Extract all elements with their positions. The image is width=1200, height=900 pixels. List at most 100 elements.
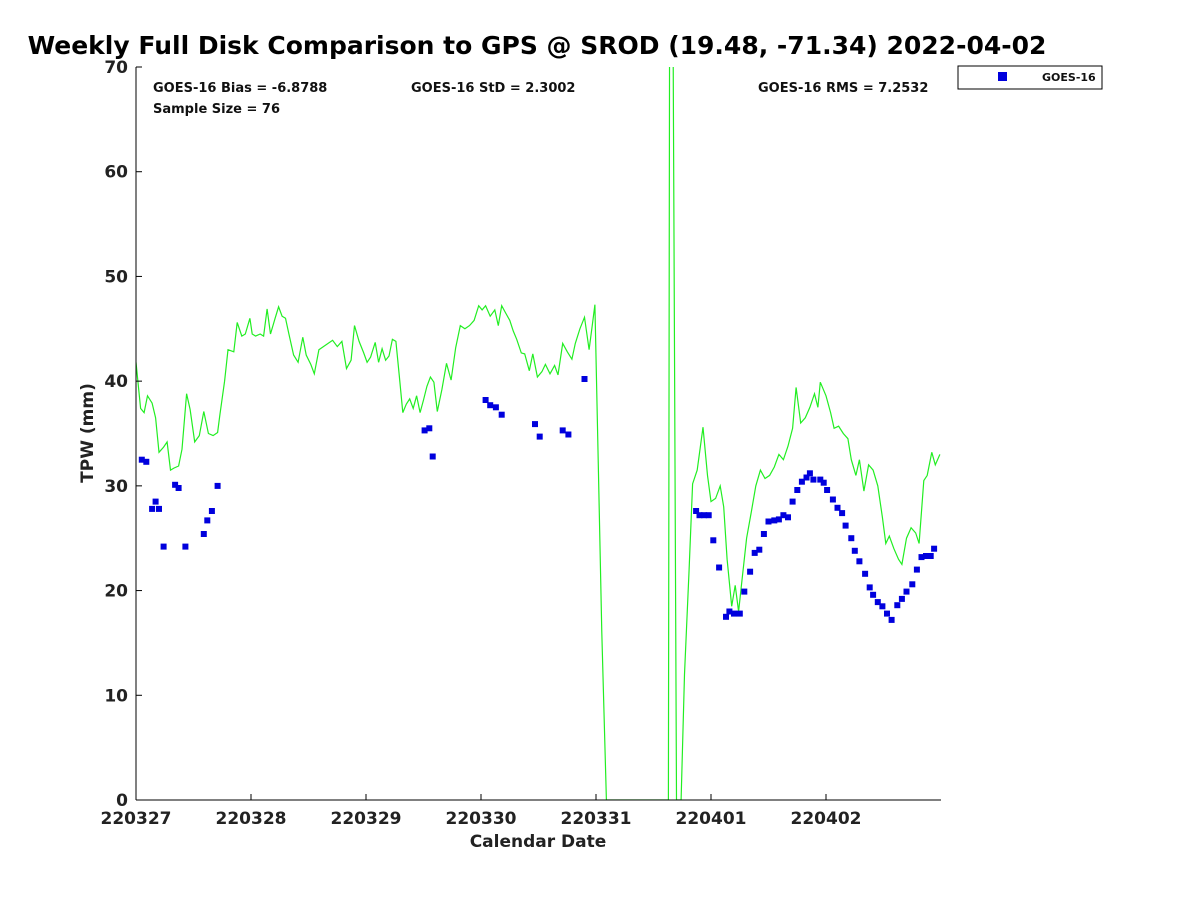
goes-16-point bbox=[487, 402, 494, 409]
goes-16-point bbox=[726, 608, 733, 615]
goes-16-point bbox=[879, 603, 886, 610]
goes-16-point bbox=[898, 595, 905, 602]
x-tick-label: 220402 bbox=[791, 809, 862, 829]
legend-label: GOES-16 bbox=[1042, 71, 1096, 84]
goes-16-point bbox=[482, 397, 489, 403]
goes-16-point bbox=[182, 543, 189, 550]
x-tick-label: 220327 bbox=[101, 809, 172, 829]
goes-16-point bbox=[581, 376, 588, 382]
goes-16-point bbox=[429, 453, 436, 460]
std-stat: GOES-16 StD = 2.3002 bbox=[411, 81, 575, 96]
goes-16-point bbox=[175, 485, 182, 491]
x-tick-label: 220329 bbox=[331, 809, 402, 829]
goes-16-point bbox=[705, 512, 712, 519]
goes-16-point bbox=[559, 427, 566, 434]
goes-16-point bbox=[810, 476, 817, 483]
y-tick-label: 40 bbox=[104, 372, 128, 392]
y-axis-label: TPW (mm) bbox=[78, 383, 98, 483]
goes-16-point bbox=[760, 531, 767, 537]
goes-16-point bbox=[152, 498, 159, 505]
goes-16-point bbox=[771, 517, 778, 524]
legend-marker-square bbox=[998, 72, 1007, 81]
goes-16-point bbox=[874, 599, 881, 606]
goes-16-point bbox=[536, 433, 543, 440]
goes-16-point bbox=[756, 546, 763, 553]
goes-16-point bbox=[736, 610, 743, 617]
goes-16-point bbox=[716, 564, 723, 571]
goes-16-point bbox=[693, 508, 700, 514]
goes-16-point bbox=[903, 588, 910, 595]
goes-16-point bbox=[806, 470, 813, 477]
goes-16-point bbox=[426, 425, 433, 432]
goes-16-point bbox=[785, 514, 791, 521]
goes-16-point bbox=[723, 613, 729, 620]
x-tick-label: 220331 bbox=[561, 809, 632, 829]
legend: GOES-16 bbox=[957, 65, 1103, 90]
bias-stat: GOES-16 Bias = -6.8788 bbox=[153, 81, 327, 96]
x-axis-label: Calendar Date bbox=[470, 832, 607, 852]
goes-16-point bbox=[913, 566, 920, 573]
goes-16-point bbox=[492, 404, 499, 411]
goes-16-point bbox=[741, 588, 748, 595]
goes-16-point bbox=[870, 591, 877, 598]
x-tick-label: 220401 bbox=[676, 809, 747, 829]
goes-16-point bbox=[498, 411, 505, 418]
goes-16-point bbox=[532, 421, 538, 428]
goes-16-point bbox=[765, 518, 772, 525]
goes-16-point bbox=[701, 512, 708, 519]
goes-16-point bbox=[794, 487, 801, 493]
goes-16-point bbox=[927, 553, 934, 559]
chart-title: Weekly Full Disk Comparison to GPS @ SRO… bbox=[28, 31, 1047, 60]
goes-16-point bbox=[710, 537, 717, 544]
goes-16-point bbox=[747, 568, 754, 575]
goes-16-point bbox=[851, 547, 858, 554]
goes-16-point bbox=[856, 558, 863, 565]
goes-16-point bbox=[138, 456, 145, 463]
goes-16-point bbox=[200, 531, 207, 537]
goes-16-point bbox=[751, 549, 758, 556]
y-tick-label: 30 bbox=[104, 477, 128, 497]
goes-16-point bbox=[143, 458, 150, 465]
y-tick-label: 10 bbox=[104, 686, 128, 706]
y-tick-label: 70 bbox=[104, 58, 128, 78]
goes-16-point bbox=[866, 584, 873, 591]
goes-16-point bbox=[204, 517, 211, 524]
gps-series-line bbox=[136, 67, 941, 800]
y-tick-label: 0 bbox=[116, 791, 128, 811]
goes-16-point bbox=[884, 610, 890, 617]
goes-16-point bbox=[798, 478, 805, 485]
goes-16-point bbox=[214, 482, 221, 489]
goes-16-point bbox=[789, 498, 796, 505]
x-tick-label: 220330 bbox=[446, 809, 517, 829]
plot-area: 0 10 20 30 40 50 60 70 220327 220328 220329 220330 2… bbox=[101, 58, 941, 829]
x-tick-label: 220328 bbox=[216, 809, 287, 829]
goes-16-point bbox=[803, 474, 810, 481]
y-tick-label: 20 bbox=[104, 582, 128, 602]
rms-stat: GOES-16 RMS = 7.2532 bbox=[758, 81, 928, 96]
y-tick-label: 50 bbox=[104, 267, 128, 287]
legend-box bbox=[957, 65, 1103, 90]
goes-16-point bbox=[923, 553, 929, 559]
goes-16-point bbox=[839, 510, 846, 517]
goes-16-point bbox=[931, 545, 938, 552]
goes-16-point bbox=[817, 476, 824, 483]
goes-16-point bbox=[696, 512, 703, 519]
goes-16-point bbox=[842, 522, 849, 529]
y-tick-label: 60 bbox=[104, 163, 128, 183]
goes-16-point bbox=[918, 554, 925, 561]
goes-16-point bbox=[780, 512, 787, 519]
goes-16-point bbox=[894, 602, 901, 609]
goes-16-point bbox=[775, 516, 782, 523]
goes-16-point bbox=[862, 570, 869, 577]
goes-16-point bbox=[848, 535, 855, 542]
goes-16-point bbox=[172, 481, 179, 488]
goes-16-point bbox=[565, 431, 572, 438]
goes-16-point bbox=[829, 496, 836, 503]
goes-16-point bbox=[149, 505, 156, 512]
goes-16-point bbox=[160, 543, 167, 550]
goes-16-point bbox=[888, 616, 895, 623]
goes-16-point bbox=[909, 581, 916, 588]
goes-16-point bbox=[731, 610, 737, 617]
